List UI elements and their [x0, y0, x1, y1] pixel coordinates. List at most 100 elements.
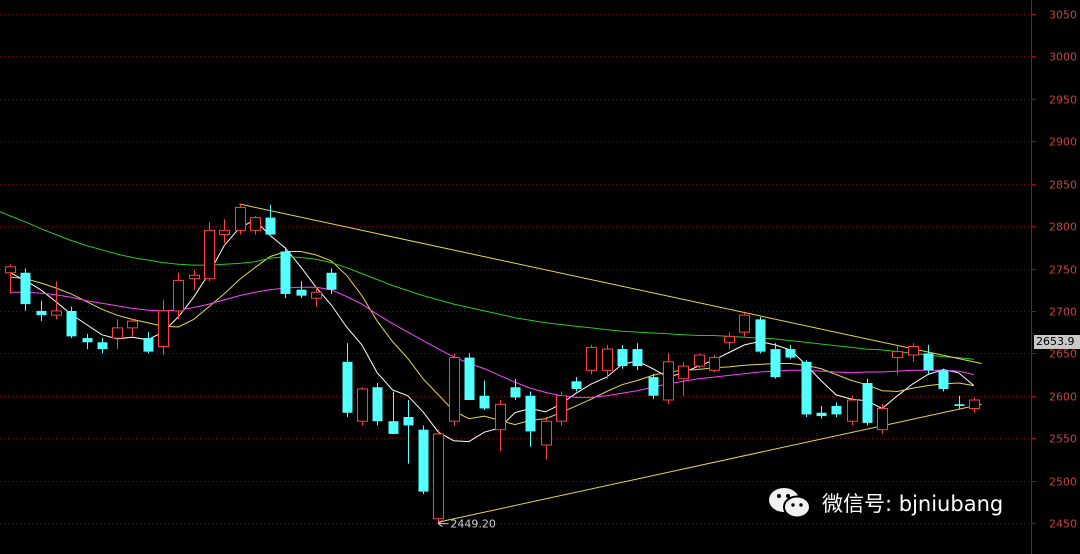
candle: [801, 360, 812, 417]
candle-body: [617, 349, 628, 367]
candle: [235, 204, 246, 235]
watermark: 微信号: bjniubang: [766, 481, 1003, 525]
candle-body: [51, 310, 62, 316]
candle: [892, 346, 903, 375]
tick-label: 2750: [1049, 264, 1077, 277]
candle: [739, 312, 750, 337]
candle-body: [20, 272, 31, 305]
tick-label: 2550: [1049, 433, 1077, 446]
candle-body: [571, 381, 582, 389]
candle-body: [877, 407, 888, 431]
candle-body: [969, 399, 980, 409]
candle-body: [525, 395, 536, 432]
candle-body: [418, 429, 429, 492]
candle: [418, 425, 429, 495]
tick-label: 2700: [1049, 306, 1077, 319]
candle: [816, 405, 827, 419]
candle-body: [66, 310, 77, 337]
candle-body: [388, 421, 399, 434]
candle-body: [831, 405, 842, 415]
candle: [20, 268, 31, 311]
candle-body: [311, 291, 322, 299]
candle-body: [235, 206, 246, 231]
candle-body: [709, 357, 720, 371]
candle: [158, 299, 169, 356]
watermark-text: 微信号: bjniubang: [822, 492, 1004, 516]
candle-body: [556, 395, 567, 422]
candle: [51, 281, 62, 320]
candle: [97, 338, 108, 354]
candle-body: [5, 266, 16, 274]
candle: [82, 333, 93, 350]
candle: [5, 264, 16, 294]
candle: [770, 343, 781, 379]
tick-label: 2800: [1049, 221, 1077, 234]
candle: [709, 355, 720, 372]
price-axis: 2450 2500 2550 2600 2650 2700 2750 2800 2850 2900…: [1031, 0, 1077, 554]
ma20-line: [10, 286, 975, 398]
candle-body: [433, 433, 444, 520]
candle: [678, 361, 689, 396]
candle: [265, 204, 276, 235]
candle-body: [510, 387, 521, 398]
candle: [66, 306, 77, 339]
candle: [847, 395, 858, 426]
candle-body: [280, 251, 291, 294]
candle-body: [296, 289, 307, 296]
candle-body: [663, 361, 674, 401]
candle-body: [923, 353, 934, 371]
candle: [602, 344, 613, 379]
candle: [877, 404, 888, 434]
wechat-icon: [769, 488, 811, 519]
candle-body: [739, 314, 750, 333]
candle-body: [112, 327, 123, 339]
candle-body: [816, 412, 827, 417]
candle-body: [892, 351, 903, 359]
candle-body: [127, 320, 138, 329]
tick-label: 2650: [1049, 348, 1077, 361]
candle-body: [143, 338, 154, 352]
candle: [571, 377, 582, 392]
candle-body: [954, 404, 965, 406]
candle-body: [357, 388, 368, 422]
moving-average-lines: [0, 211, 975, 443]
candle-body: [250, 217, 261, 231]
candle-body: [847, 399, 858, 422]
candle: [464, 353, 475, 400]
candle: [908, 343, 919, 362]
candle: [923, 344, 934, 375]
candle-body: [265, 217, 276, 235]
candle-body: [541, 420, 552, 446]
candle: [127, 319, 138, 337]
candle: [938, 368, 949, 392]
candle-body: [219, 229, 230, 236]
candle: [36, 300, 47, 322]
candle-body: [372, 387, 383, 422]
candle: [648, 373, 659, 400]
tick-label: 3000: [1049, 51, 1077, 64]
tick-label: 2850: [1049, 179, 1077, 192]
candle: [755, 316, 766, 354]
low-label: 2449.20: [450, 518, 496, 531]
candle: [357, 387, 368, 426]
candle: [204, 221, 215, 282]
candle-body: [724, 335, 735, 343]
candle-body: [97, 342, 108, 350]
candle: [525, 391, 536, 447]
candle-body: [36, 310, 47, 316]
candle: [479, 380, 490, 411]
ma10-line: [9, 251, 974, 426]
candle-body: [586, 346, 597, 371]
candle: [541, 416, 552, 460]
candle-body: [403, 416, 414, 426]
candle-body: [495, 403, 506, 431]
candle: [433, 429, 444, 524]
candle-body: [479, 395, 490, 409]
candle-body: [755, 319, 766, 352]
candle-body: [862, 383, 873, 423]
candle-body: [326, 272, 337, 290]
candle-body: [908, 346, 919, 356]
ma5-line: [9, 219, 975, 443]
candle-body: [801, 361, 812, 415]
